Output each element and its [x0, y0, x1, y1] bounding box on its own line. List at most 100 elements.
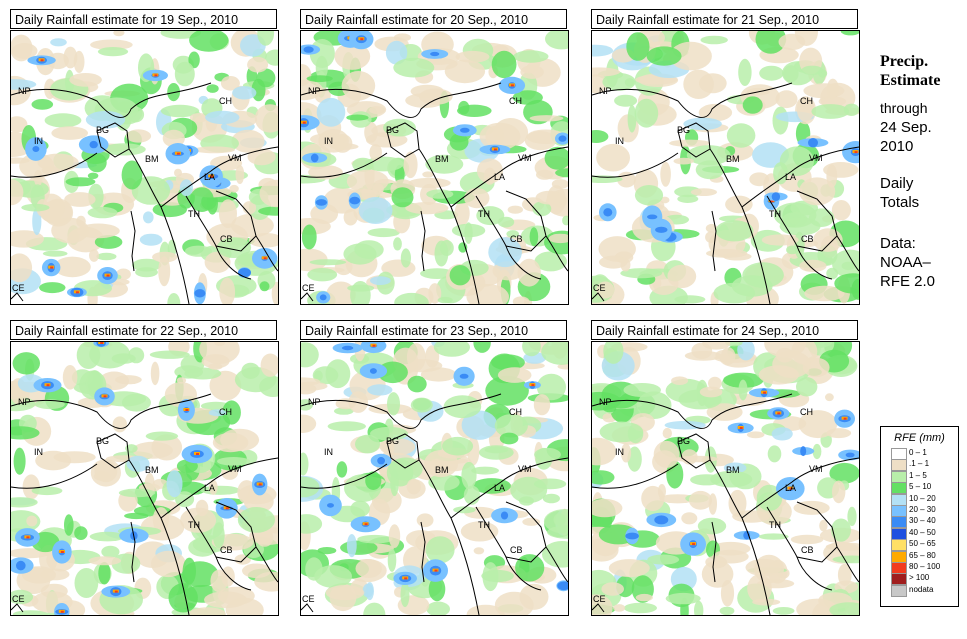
legend-label: 50 – 65 [909, 539, 936, 549]
country-label: NP [599, 86, 612, 96]
country-label: LA [204, 172, 216, 182]
country-label: TH [478, 520, 490, 530]
legend-item: 5 – 10 [881, 481, 958, 495]
country-label: CB [801, 234, 814, 244]
country-label: BM [435, 154, 449, 164]
country-label: CH [509, 96, 522, 106]
legend-label: 0 – 1 [909, 448, 927, 457]
legend-item: nodata [881, 584, 958, 597]
country-label: LA [204, 483, 216, 493]
heading-line-2: Estimate [880, 72, 941, 89]
country-label: VM [809, 153, 823, 163]
country-label: CB [220, 234, 233, 244]
map-panel-1: Daily Rainfall estimate for 19 Sep., 201… [10, 9, 279, 305]
country-label: TH [769, 520, 781, 530]
legend-label: 30 – 40 [909, 516, 936, 526]
country-label: CB [801, 545, 814, 555]
country-label: LA [785, 483, 797, 493]
country-label: NP [18, 397, 31, 407]
country-label: NP [18, 86, 31, 96]
country-label: CB [510, 234, 523, 244]
legend-label: 10 – 20 [909, 493, 936, 503]
rainfall-map [591, 341, 860, 616]
country-label: CH [800, 407, 813, 417]
rainfall-map [300, 30, 569, 305]
country-label: CE [12, 594, 25, 604]
data-line-3: RFE 2.0 [880, 273, 936, 290]
panel-title: Daily Rainfall estimate for 23 Sep., 201… [300, 320, 567, 340]
legend-title: RFE (mm) [894, 432, 945, 444]
country-label: VM [228, 153, 242, 163]
legend-item: 50 – 65 [881, 538, 958, 552]
country-label: BG [386, 125, 400, 135]
rainfall-map [591, 30, 860, 305]
country-label: CE [593, 283, 606, 293]
country-label: LA [494, 483, 506, 493]
legend-item: 65 – 80 [881, 550, 958, 563]
through-label: through [880, 100, 928, 116]
country-label: TH [188, 520, 200, 530]
country-label: CB [220, 545, 233, 555]
country-label: BM [145, 465, 159, 475]
country-label: VM [228, 464, 242, 474]
country-label: VM [518, 464, 532, 474]
map-panel-4: Daily Rainfall estimate for 22 Sep., 201… [10, 320, 279, 616]
daily-line-2: Totals [880, 194, 920, 211]
country-label: IN [34, 447, 43, 457]
daily-line-1: Daily [880, 175, 914, 192]
rainfall-map [300, 341, 569, 616]
legend-label: nodata [909, 584, 934, 594]
country-label: NP [599, 397, 612, 407]
country-label: IN [615, 136, 624, 146]
country-label: BM [726, 465, 740, 475]
legend-item: .1 – 1 [881, 458, 958, 472]
legend-label: > 100 [909, 573, 930, 583]
panel-title: Daily Rainfall estimate for 24 Sep., 201… [591, 320, 858, 340]
country-label: TH [478, 209, 490, 219]
legend-item: 20 – 30 [881, 504, 958, 517]
legend-label: 1 – 5 [909, 470, 927, 480]
map-panel-2: Daily Rainfall estimate for 20 Sep., 201… [300, 9, 569, 305]
panel-title: Daily Rainfall estimate for 22 Sep., 201… [10, 320, 277, 340]
country-label: BG [96, 125, 110, 135]
data-line-1: Data: [880, 235, 916, 252]
country-label: BG [677, 436, 691, 446]
country-label: CH [219, 96, 232, 106]
country-label: CH [219, 407, 232, 417]
legend-label: 5 – 10 [909, 482, 932, 492]
date-line-1: 24 Sep. [880, 119, 932, 136]
country-label: IN [34, 136, 43, 146]
country-label: CE [12, 283, 25, 293]
through-date: through 24 Sep. 2010 [880, 99, 932, 156]
country-label: CE [302, 594, 315, 604]
country-label: CH [509, 407, 522, 417]
rainfall-map [10, 30, 279, 305]
country-label: CE [302, 283, 315, 293]
country-label: VM [518, 153, 532, 163]
country-label: CB [510, 545, 523, 555]
country-label: NP [308, 397, 321, 407]
legend-label: 65 – 80 [909, 550, 936, 560]
legend-item: 30 – 40 [881, 515, 958, 529]
country-label: IN [615, 447, 624, 457]
map-panel-5: Daily Rainfall estimate for 23 Sep., 201… [300, 320, 569, 616]
legend-label: 20 – 30 [909, 504, 936, 514]
legend-item: 1 – 5 [881, 470, 958, 483]
map-panel-3: Daily Rainfall estimate for 21 Sep., 201… [591, 9, 860, 305]
legend-item: 10 – 20 [881, 493, 958, 506]
country-label: BM [435, 465, 449, 475]
country-label: LA [785, 172, 797, 182]
panel-title: Daily Rainfall estimate for 19 Sep., 201… [10, 9, 277, 29]
country-label: BG [677, 125, 691, 135]
country-label: BM [145, 154, 159, 164]
country-label: IN [324, 136, 333, 146]
country-label: BG [96, 436, 110, 446]
legend-item: 40 – 50 [881, 527, 958, 540]
legend-label: .1 – 1 [909, 459, 930, 469]
date-line-2: 2010 [880, 138, 914, 155]
country-label: NP [308, 86, 321, 96]
country-label: BM [726, 154, 740, 164]
country-label: LA [494, 172, 506, 182]
